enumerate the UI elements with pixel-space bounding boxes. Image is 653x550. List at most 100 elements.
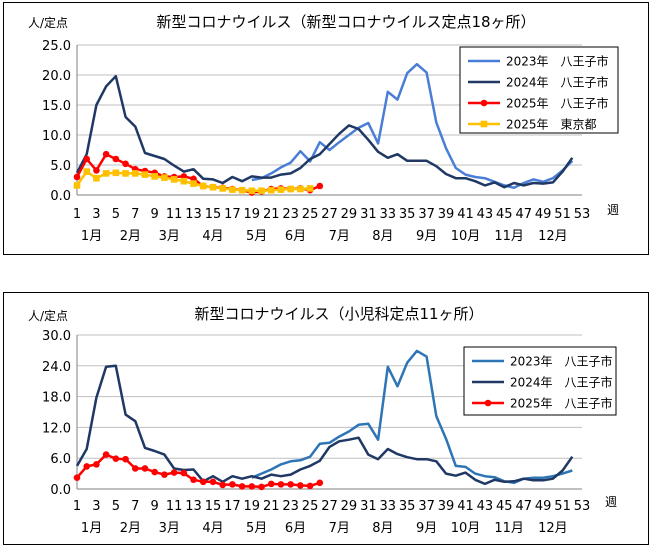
legend-label: 2024年 八王子市 — [506, 75, 609, 90]
month-label: 8月 — [372, 521, 393, 536]
month-label: 10月 — [451, 521, 481, 536]
chart-title: 新型コロナウイルス（新型コロナウイルス定点18ヶ所） — [156, 13, 535, 31]
month-label: 5月 — [246, 229, 267, 244]
x-tick-label: 51 — [554, 499, 571, 514]
x-tick-label: 39 — [438, 499, 455, 514]
data-point — [73, 474, 81, 482]
x-tick-label: 3 — [92, 207, 100, 222]
data-point — [161, 471, 168, 478]
data-point — [102, 150, 110, 158]
y-tick-label: 20.0 — [42, 69, 71, 84]
chart-svg-2: 新型コロナウイルス（小児科定点11ヶ所） 人/定点週 0.0 6.0 12.0 18.0 2… — [28, 305, 617, 536]
x-tick-label: 53 — [574, 207, 591, 222]
data-point — [267, 186, 275, 194]
data-point — [151, 173, 158, 180]
data-point — [141, 171, 149, 178]
x-tick-label: 49 — [535, 207, 552, 222]
x-tick-label: 1 — [73, 207, 81, 222]
y-tick-label: 5.0 — [50, 159, 71, 174]
x-tick-label: 49 — [535, 499, 552, 514]
data-point — [180, 177, 188, 185]
x-tick-label: 35 — [399, 207, 416, 222]
legend-marker — [480, 99, 488, 107]
x-tick-label: 17 — [224, 207, 241, 222]
month-label: 1月 — [81, 521, 102, 536]
x-axis-label: 週 — [607, 203, 619, 217]
x-tick-label: 9 — [151, 499, 159, 514]
data-point — [93, 167, 100, 174]
data-point — [219, 481, 226, 489]
data-point — [209, 478, 217, 486]
x-tick-label: 27 — [321, 207, 338, 222]
legend-label: 2025年 東京都 — [506, 118, 597, 132]
month-label: 4月 — [202, 229, 223, 244]
legend-marker — [480, 120, 488, 128]
data-point — [83, 168, 91, 175]
data-point — [102, 451, 110, 458]
x-tick-label: 11 — [166, 499, 183, 514]
x-tick-label: 31 — [360, 207, 377, 222]
chart-panel-1: 新型コロナウイルス（新型コロナウイルス定点18ヶ所） 人/定点週 0.0 5.0 10.… — [3, 2, 649, 255]
y-axis-label: 人/定点 — [28, 15, 68, 30]
data-point — [229, 186, 236, 193]
legend: 2023年 八王子市 2024年 八王子市 2025年 八王子市 2025年 東京都 — [459, 46, 619, 134]
data-point — [248, 187, 256, 195]
data-point — [229, 481, 236, 488]
data-point — [297, 185, 304, 193]
month-label: 5月 — [246, 521, 267, 536]
data-point — [93, 174, 100, 182]
data-point — [219, 185, 226, 192]
x-tick-label: 13 — [185, 207, 202, 222]
data-point — [190, 476, 197, 484]
x-tick-label: 7 — [131, 499, 139, 514]
y-tick-label: 0.0 — [50, 189, 71, 204]
y-tick-label: 24.0 — [42, 360, 71, 375]
data-point — [238, 186, 246, 194]
x-tick-label: 27 — [321, 499, 338, 514]
month-label: 12月 — [538, 521, 568, 536]
x-tick-label: 19 — [244, 207, 261, 222]
y-tick-label: 25.0 — [42, 39, 71, 54]
month-label: 7月 — [329, 229, 350, 244]
x-tick-label: 9 — [151, 207, 159, 222]
month-label: 10月 — [451, 229, 481, 244]
month-label: 11月 — [494, 229, 524, 244]
data-point — [141, 465, 149, 472]
x-tick-label: 41 — [457, 499, 474, 514]
y-tick-label: 6.0 — [50, 452, 71, 467]
chart-panel-2: 新型コロナウイルス（小児科定点11ヶ所） 人/定点週 0.0 6.0 12.0 18.0 2… — [3, 292, 649, 545]
y-tick-label: 15.0 — [42, 99, 71, 114]
data-point — [73, 173, 81, 181]
data-point — [287, 481, 294, 488]
month-label: 4月 — [202, 521, 223, 536]
data-point — [122, 160, 129, 168]
month-label: 7月 — [329, 521, 350, 536]
data-point — [258, 483, 265, 491]
series-line-2 — [75, 364, 574, 486]
x-tick-label: 19 — [244, 499, 261, 514]
month-label: 1月 — [81, 229, 102, 244]
month-label: 6月 — [285, 521, 306, 536]
y-tick-label: 18.0 — [42, 391, 71, 406]
x-tick-label: 23 — [282, 499, 299, 514]
x-tick-label: 15 — [205, 499, 222, 514]
legend-marker — [484, 399, 492, 407]
data-point — [161, 174, 168, 181]
data-point — [238, 483, 246, 490]
legend-label: 2025年 八王子市 — [506, 96, 609, 111]
data-point — [316, 479, 324, 487]
data-point — [102, 170, 110, 177]
data-point — [306, 185, 314, 192]
data-point — [170, 469, 178, 476]
x-tick-label: 15 — [205, 207, 222, 222]
x-tick-label: 7 — [131, 207, 139, 222]
data-point — [267, 480, 275, 488]
data-point — [122, 455, 129, 463]
legend-label: 2025年 八王子市 — [510, 396, 613, 411]
x-tick-label: 21 — [263, 207, 280, 222]
data-point — [306, 482, 314, 490]
x-tick-label: 41 — [457, 207, 474, 222]
data-point — [83, 463, 91, 470]
x-tick-label: 25 — [302, 207, 319, 222]
month-label: 9月 — [416, 521, 437, 536]
